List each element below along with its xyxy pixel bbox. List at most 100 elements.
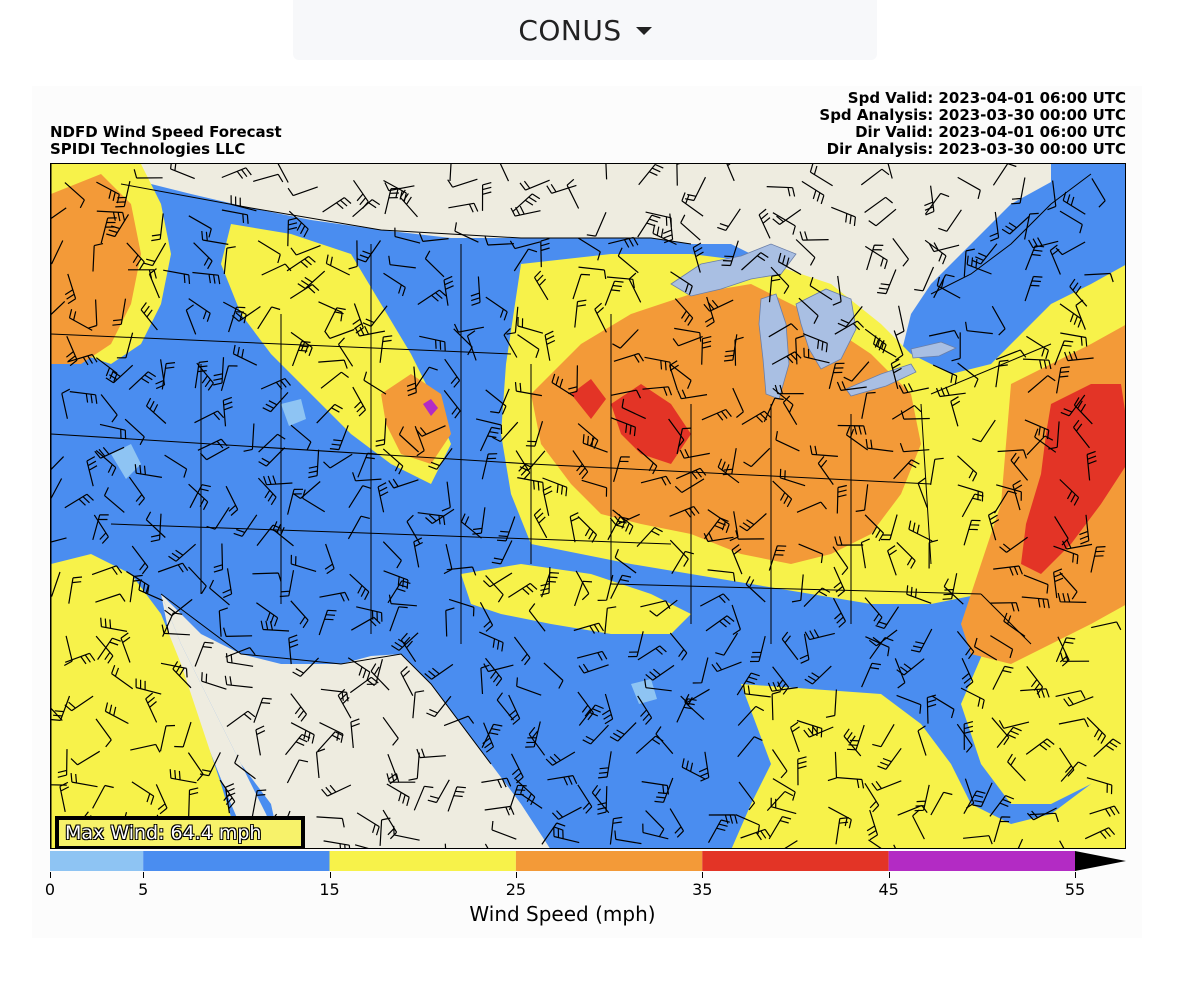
wind-barb <box>732 387 744 418</box>
wind-barb <box>645 664 675 681</box>
wind-barb <box>804 629 835 641</box>
wind-barb <box>768 816 792 840</box>
wind-barb <box>59 781 70 813</box>
wind-barb <box>351 616 381 631</box>
wind-barb <box>991 717 1010 746</box>
wind-barb <box>1022 358 1052 370</box>
wind-barb <box>998 720 1030 729</box>
wind-barb <box>681 758 706 780</box>
wind-barb <box>541 572 560 598</box>
wind-barb <box>206 506 230 530</box>
colorbar-bin <box>515 851 703 871</box>
wind-barb <box>260 620 290 632</box>
wind-barb <box>837 424 867 435</box>
state-boundaries <box>51 164 1092 848</box>
wind-barb <box>362 305 388 327</box>
wind-barb <box>356 240 381 263</box>
wind-barb <box>51 695 71 721</box>
coastline <box>930 173 1092 295</box>
wind-barb <box>189 484 211 509</box>
wind-barb <box>481 723 503 748</box>
wind-barb <box>323 840 351 848</box>
wind-barb <box>809 164 833 187</box>
wind-barb <box>308 449 320 479</box>
wind-barb <box>890 358 902 390</box>
wind-barb <box>337 337 354 367</box>
wind-barb <box>253 173 284 183</box>
colorbar-bin <box>50 851 144 871</box>
wind-barb <box>164 454 188 478</box>
wind-barb <box>614 830 642 845</box>
wind-barb <box>846 724 865 751</box>
wind-barb <box>290 693 307 722</box>
wind-barb <box>69 391 98 404</box>
wind-barb <box>517 334 540 358</box>
wind-barb <box>291 340 311 367</box>
wind-barb <box>258 447 286 467</box>
wind-barb <box>126 570 149 595</box>
wind-barb <box>767 681 798 692</box>
wind-barb <box>680 214 701 241</box>
wind-barb <box>768 545 787 571</box>
wind-barb <box>129 574 143 603</box>
wind-barb <box>315 748 326 779</box>
wind-barb <box>316 816 345 828</box>
wind-barb <box>290 722 315 744</box>
wind-barb <box>218 607 228 637</box>
wind-barb <box>704 296 715 328</box>
wind-barb <box>637 695 653 725</box>
wind-barb <box>100 617 128 632</box>
wind-barb <box>51 707 63 721</box>
region-selector-dropdown[interactable]: CONUS <box>293 0 877 60</box>
midwest-red-region <box>611 384 691 464</box>
wind-barb <box>671 550 694 575</box>
wind-barb <box>930 791 953 816</box>
wind-barb <box>551 806 582 820</box>
wind-barb <box>510 753 524 784</box>
wind-barb <box>382 716 399 746</box>
wind-barb <box>803 347 830 364</box>
wind-barb <box>1026 435 1054 456</box>
wind-barb <box>316 403 343 424</box>
wind-barb <box>1063 696 1094 707</box>
figure-title-line: NDFD Wind Speed Forecast <box>50 123 282 141</box>
wind-barb <box>989 795 1015 817</box>
wind-barb <box>253 697 272 723</box>
colorbar-tick <box>329 872 331 878</box>
wind-barb <box>894 658 906 689</box>
wind-barb <box>832 275 842 306</box>
wind-barb <box>363 371 387 395</box>
wind-barb <box>1073 419 1090 449</box>
wind-barb <box>213 357 225 386</box>
wind-barb <box>887 545 897 576</box>
wind-barb <box>896 694 922 714</box>
wind-barb <box>868 839 882 848</box>
wind-barb <box>681 192 704 217</box>
wind-barb <box>460 513 482 539</box>
wind-barb <box>513 248 538 272</box>
wind-barb <box>1086 716 1107 744</box>
wind-barb <box>68 309 93 331</box>
wind-barb <box>337 688 352 719</box>
caret-down-icon <box>635 27 652 35</box>
wind-barb <box>398 426 420 453</box>
wind-barb <box>914 266 935 292</box>
wind-barb <box>609 722 637 742</box>
wind-barb <box>379 817 391 846</box>
boundary-line <box>980 593 1032 645</box>
wind-barb <box>877 747 902 770</box>
wind-barb <box>257 477 277 506</box>
wind-barb <box>866 244 884 271</box>
wind-barb <box>924 192 950 215</box>
colorbar-bin <box>888 851 1075 871</box>
wind-barb <box>1057 592 1087 603</box>
wind-barb <box>582 724 609 745</box>
wind-barb <box>393 825 420 841</box>
wind-barb <box>540 567 551 596</box>
wind-barb <box>352 386 367 417</box>
wind-barb <box>1060 652 1090 662</box>
wind-barb <box>225 485 239 516</box>
wind-barb <box>743 447 771 468</box>
wind-barb <box>194 641 214 667</box>
wind-barb <box>581 479 608 497</box>
